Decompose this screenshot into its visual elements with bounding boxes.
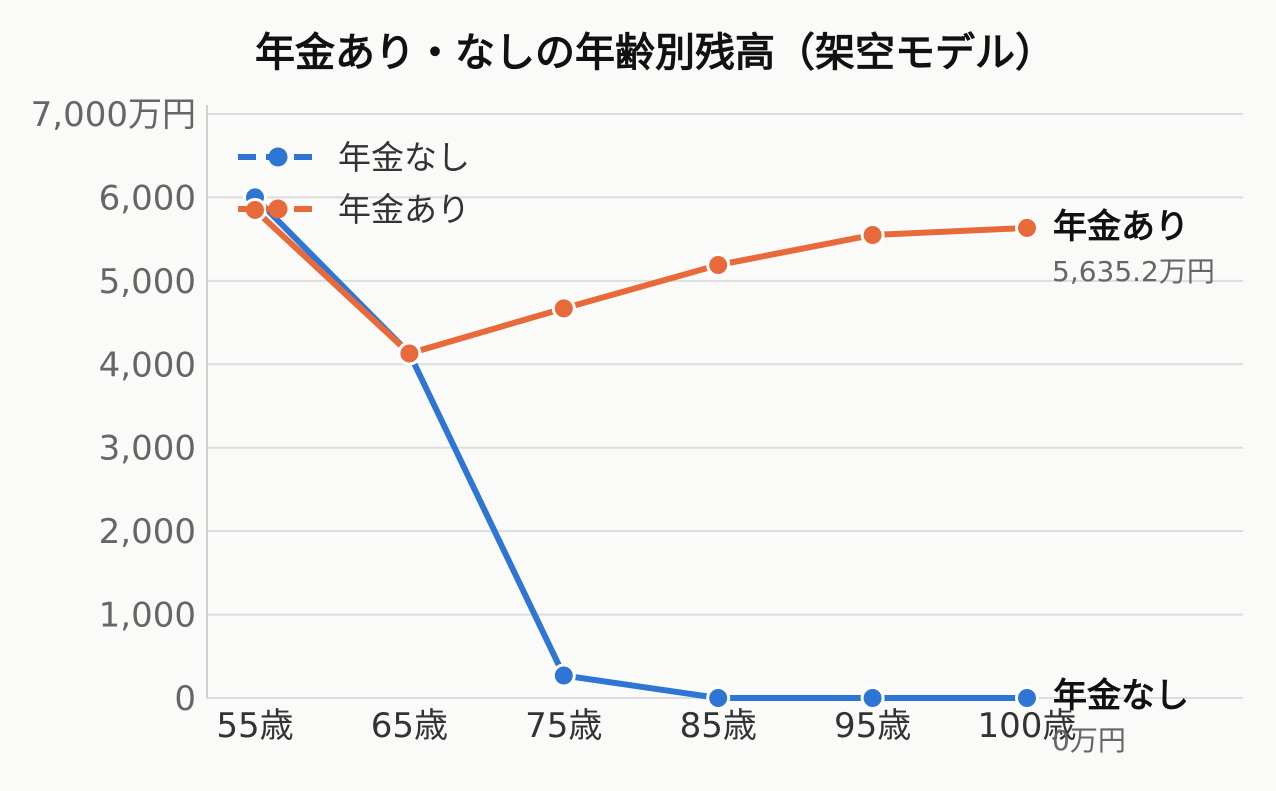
gridlines (207, 113, 1243, 699)
legend-swatch-marker (268, 199, 288, 219)
x-tick-labels: 55歳 65歳 75歳 85歳 95歳 100歳 (216, 706, 1076, 746)
legend-label: 年金あり (338, 190, 470, 229)
y-tick-label: 7,000万円 (31, 95, 196, 135)
end-label: 年金あり (1053, 207, 1189, 247)
data-point (551, 663, 576, 688)
end-value: 0万円 (1052, 724, 1126, 757)
y-tick-label: 1,000 (99, 596, 196, 636)
y-tick-label: 6,000 (99, 178, 196, 218)
y-tick-labels: 0 1,000 2,000 3,000 4,000 5,000 6,000 7,000万円 (31, 95, 196, 719)
series-line (252, 206, 1030, 357)
x-tick-label: 65歳 (371, 706, 448, 746)
data-point (397, 341, 422, 366)
end-labels: 年金なし 0万円 年金あり 5,635.2万円 (1052, 207, 1215, 757)
data-point (860, 686, 885, 710)
x-tick-label: 55歳 (216, 706, 293, 746)
end-value: 5,635.2万円 (1052, 255, 1215, 288)
y-tick-label: 0 (174, 679, 196, 719)
x-tick-label: 95歳 (834, 706, 911, 746)
x-tick-label: 85歳 (680, 706, 757, 746)
x-tick-label: 75歳 (525, 706, 602, 746)
legend-swatch-marker (268, 147, 288, 167)
y-tick-label: 5,000 (99, 262, 196, 302)
x-tick-label: 100歳 (978, 706, 1077, 746)
data-point (706, 686, 731, 710)
y-tick-label: 4,000 (99, 345, 196, 385)
y-tick-label: 3,000 (99, 429, 196, 469)
data-point (1015, 686, 1039, 710)
chart-title: 年金あり・なしの年齢別残高（架空モデル） (255, 30, 1055, 76)
legend-label: 年金なし (338, 138, 470, 177)
data-point (551, 296, 576, 321)
end-label: 年金なし (1053, 676, 1189, 716)
data-point (860, 222, 885, 247)
y-tick-label: 2,000 (99, 512, 196, 552)
data-point (1015, 215, 1039, 240)
series-lines (252, 194, 1030, 701)
data-point (706, 253, 731, 278)
series-points (243, 185, 1039, 710)
